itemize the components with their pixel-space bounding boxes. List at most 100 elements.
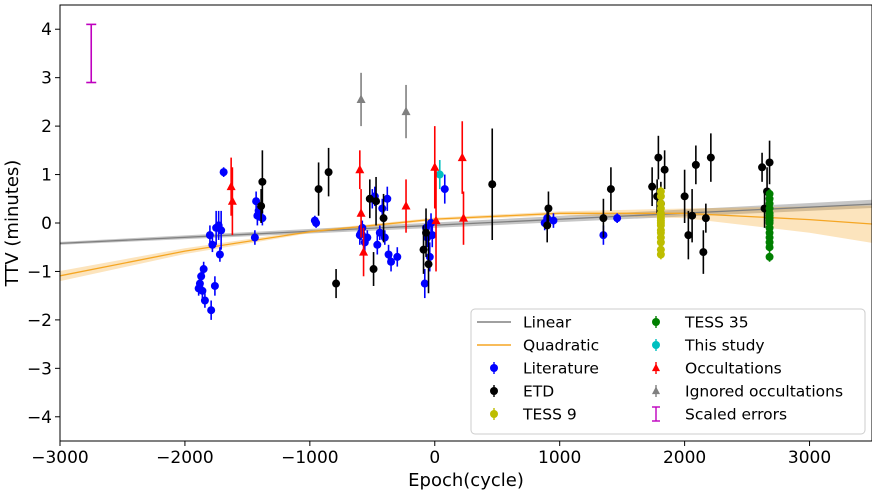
etd-point: [688, 211, 697, 220]
literature-point: [363, 233, 372, 242]
y-tick-label: −4: [27, 408, 52, 428]
legend-label: Linear: [523, 314, 572, 332]
etd-point: [691, 160, 700, 169]
tess-9-series: [656, 186, 665, 260]
literature-point: [250, 233, 259, 242]
etd-point: [422, 228, 431, 237]
occultations-point: [431, 215, 441, 225]
tess-9-point: [656, 216, 665, 225]
literature-point: [440, 185, 449, 194]
etd-point: [332, 279, 341, 288]
y-tick-label: 3: [41, 69, 52, 89]
etd-point: [314, 185, 323, 194]
legend-label: Scaled errors: [685, 406, 787, 424]
legend-item-tess-9: TESS 9: [490, 406, 577, 424]
literature-point: [380, 233, 389, 242]
y-tick-label: 0: [41, 214, 52, 234]
legend-swatch: [651, 386, 661, 395]
this-study-point: [435, 170, 444, 179]
legend-swatch: [490, 364, 498, 372]
literature-point: [387, 257, 396, 266]
occultations-point: [227, 196, 237, 205]
data-points: [86, 23, 774, 320]
etd-point: [606, 185, 615, 194]
y-tick-label: 4: [41, 20, 52, 40]
legend-item-etd: ETD: [490, 383, 554, 401]
legend-item-literature: Literature: [490, 360, 599, 378]
y-ticks: −4 −3 −2 −1 0 1 2 3 4: [27, 20, 60, 428]
occultations-point: [356, 208, 366, 217]
etd-point: [258, 177, 267, 186]
x-tick-label: 2000: [663, 448, 706, 468]
x-ticks: −3000 −2000 −1000 0 1000 2000 3000: [31, 441, 831, 468]
literature-point: [258, 214, 267, 223]
etd-point: [660, 165, 669, 174]
literature-point: [358, 223, 367, 232]
legend-label: This study: [684, 337, 765, 355]
legend-swatch: [651, 363, 661, 372]
etd-point: [654, 153, 663, 162]
occultations-point: [226, 181, 236, 191]
literature-point: [207, 306, 216, 315]
legend-item-occultations: Occultations: [651, 360, 782, 378]
y-tick-label: 1: [41, 166, 52, 186]
tess-9-point: [656, 192, 665, 201]
legend-label: Ignored occultations: [685, 383, 843, 401]
quadratic-model-band: [60, 205, 872, 282]
legend-swatch: [490, 410, 498, 418]
literature-series: [194, 167, 622, 320]
y-tick-label: 2: [41, 117, 52, 137]
y-tick-label: −1: [27, 262, 52, 282]
x-tick-label: 0: [429, 448, 440, 468]
etd-point: [765, 158, 774, 167]
etd-point: [379, 214, 388, 223]
legend-swatch: [652, 318, 660, 326]
legend-label: Quadratic: [523, 337, 599, 355]
etd-point: [424, 260, 433, 269]
literature-point: [373, 240, 382, 249]
legend-swatch: [652, 341, 660, 349]
literature-point: [428, 231, 437, 240]
etd-point: [372, 197, 381, 206]
this-study-series: [435, 160, 444, 190]
etd-point: [544, 204, 553, 213]
legend-item-tess-35: TESS 35: [652, 314, 749, 332]
etd-point: [684, 231, 693, 240]
legend-label: Occultations: [685, 360, 782, 378]
linear-model-line: [59, 203, 872, 244]
x-tick-label: −1000: [281, 448, 339, 468]
x-axis-label: Epoch(cycle): [408, 470, 524, 491]
legend-item-this-study: This study: [652, 337, 765, 355]
literature-point: [215, 250, 224, 259]
tess-9-point: [656, 238, 665, 247]
occultations-point: [355, 164, 365, 174]
tess-35-point: [765, 243, 774, 252]
occultations-point: [430, 162, 440, 171]
y-axis-label: TTV (minutes): [2, 160, 23, 288]
etd-point: [488, 180, 497, 189]
etd-point: [257, 202, 266, 211]
etd-point: [365, 194, 374, 203]
ignored-occultations-point: [356, 94, 366, 103]
scaled-errors-bar: [86, 23, 97, 84]
literature-point: [393, 252, 402, 261]
legend-label: ETD: [523, 383, 554, 401]
literature-point: [549, 216, 558, 225]
legend-box: [470, 308, 866, 435]
legend-label: Literature: [523, 360, 599, 378]
etd-point: [324, 168, 333, 177]
etd-point: [699, 248, 708, 257]
tess-35-point: [765, 216, 774, 225]
literature-point: [425, 252, 434, 261]
legend-item-ignored-occultations: Ignored occultations: [651, 383, 843, 401]
legend-label: TESS 35: [684, 314, 749, 332]
legend-label: TESS 9: [522, 406, 577, 424]
literature-point: [210, 281, 219, 290]
literature-point: [199, 265, 208, 274]
literature-point: [420, 279, 429, 288]
literature-point: [613, 214, 622, 223]
x-tick-label: −2000: [156, 448, 214, 468]
etd-point: [543, 221, 552, 230]
occultations-series: [226, 121, 469, 277]
etd-point: [706, 153, 715, 162]
